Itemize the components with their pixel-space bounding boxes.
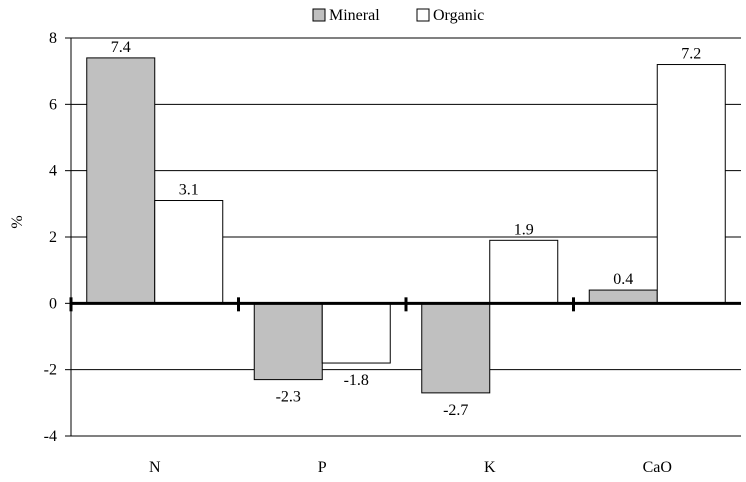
y-tick-label: 2 [49, 229, 57, 246]
y-tick-label: 6 [49, 96, 57, 113]
data-label-mineral-cao: 0.4 [613, 271, 633, 288]
y-tick-label: 0 [49, 295, 57, 312]
labels: -4 -2 0 2 4 6 8 7.4 3.1 N -2.3 -1.8 P -2.7 1.9 K 0.4 7.2 C… [44, 30, 702, 476]
data-label-mineral-k: -2.7 [443, 402, 468, 419]
x-category-label: K [484, 459, 496, 476]
y-tick-label: -2 [44, 362, 57, 379]
bar-mineral-n [86, 57, 156, 304]
bar-mineral-k [421, 302, 491, 394]
bar-organic-n [154, 200, 224, 304]
bar-organic-cao [656, 64, 726, 304]
data-label-organic-cao: 7.2 [681, 46, 701, 63]
legend-label-mineral: Mineral [329, 7, 380, 24]
legend-swatch-organic [416, 8, 430, 22]
data-label-mineral-p: -2.3 [276, 389, 301, 406]
bars [86, 57, 726, 394]
legend-swatch-mineral [312, 8, 326, 22]
data-label-organic-k: 1.9 [514, 221, 534, 238]
bar-mineral-p [253, 302, 323, 381]
data-label-mineral-n: 7.4 [111, 39, 131, 56]
data-label-organic-p: -1.8 [344, 372, 369, 389]
y-tick-label: -4 [44, 428, 57, 445]
bar-organic-k [489, 239, 559, 304]
axes [65, 37, 741, 437]
y-tick-label: 8 [49, 30, 57, 47]
y-axis-title: % [9, 215, 26, 228]
bar-organic-p [321, 302, 391, 364]
data-label-organic-n: 3.1 [179, 182, 199, 199]
x-category-label: CaO [643, 459, 672, 476]
x-category-label: P [318, 459, 327, 476]
legend-label-organic: Organic [433, 7, 484, 24]
legend: Mineral Organic [312, 7, 484, 24]
y-tick-label: 4 [49, 163, 57, 180]
bar-mineral-cao [588, 289, 658, 304]
x-category-label: N [149, 459, 161, 476]
